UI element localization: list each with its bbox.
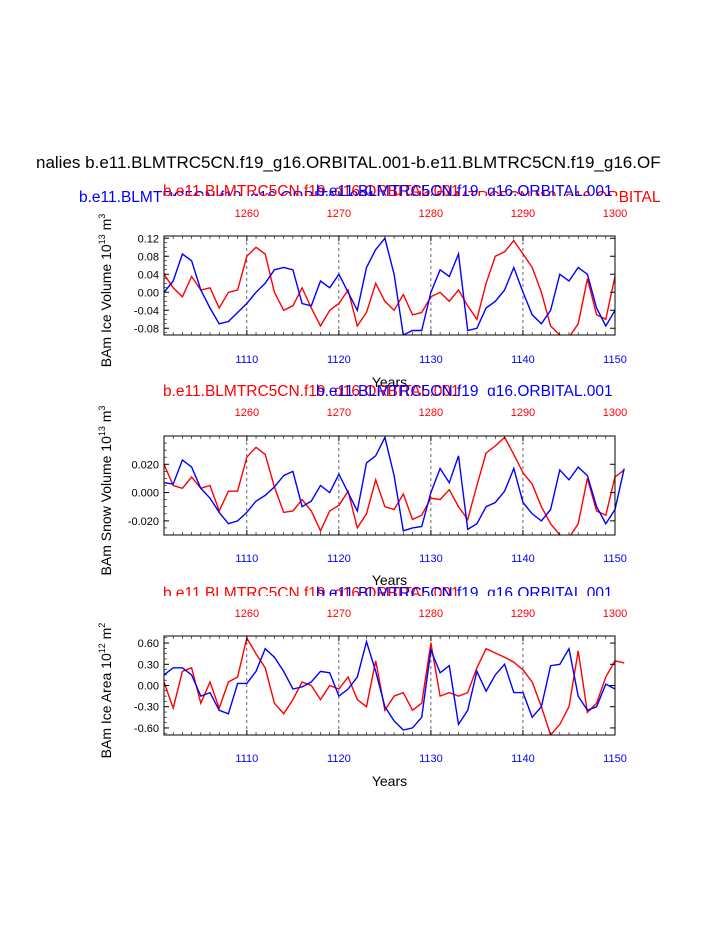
panel-0-xtick-label-bottom: 1110 <box>235 354 258 366</box>
panel-1-xtick-label-top: 1300 <box>603 407 627 419</box>
panel-0-clip-top <box>162 196 617 236</box>
ylabel-text: m <box>98 411 114 427</box>
panel-0-ytick-label: 0.08 <box>138 251 159 263</box>
panel-1-clip-top <box>162 396 617 436</box>
panel-0-xtick-label-top: 1300 <box>603 208 627 220</box>
panel-2-ytick-label: -0.30 <box>134 702 159 714</box>
panel-0-ytick-label: -0.04 <box>134 305 159 317</box>
ylabel-text: BAm Ice Volume 10 <box>98 244 114 367</box>
panel-1-series-blue-line <box>163 435 625 532</box>
figure-title-text: nalies b.e11.BLMTRC5CN.f19_g16.ORBITAL.0… <box>36 153 661 172</box>
panel-0-xtick-label-bottom: 1120 <box>327 354 351 366</box>
panel-1-ylabel: BAm Snow Volume 1013 m3 <box>97 406 114 576</box>
panel-2-clip-top <box>162 596 617 636</box>
panel-0-xlabel: Years <box>372 374 407 390</box>
ylabel-superscript: 12 <box>97 643 107 653</box>
panel-1-xtick-label-top: 1290 <box>511 407 535 419</box>
ylabel-superscript: 3 <box>97 406 107 411</box>
panel-1-ytick-label: 0.000 <box>131 488 159 500</box>
panel-2-xtick-label-top: 1300 <box>603 608 627 620</box>
panel-2-series-blue-line <box>163 639 616 731</box>
panel-2-xtick-label-top: 1280 <box>419 608 443 620</box>
panel-0-series-red-line <box>163 239 616 339</box>
panel-2-ytick-label: 0.30 <box>138 659 159 671</box>
panel-2-ytick-label: 0.60 <box>138 638 159 650</box>
panel-0-ylabel: BAm Ice Volume 1013 m3 <box>97 214 114 368</box>
panel-0-title-red: b.e11.BLMTRC5CN.f19_g16.ORBITAL.001 <box>163 183 460 200</box>
ylabel-superscript: 13 <box>97 426 107 436</box>
panel-1-xtick-label-bottom: 1110 <box>235 553 258 565</box>
panel-0-series-blue-line <box>163 236 616 337</box>
panel-0-ytick-label: 0.04 <box>138 269 159 281</box>
panel-1-xtick-label-bottom: 1140 <box>511 553 535 565</box>
panel-2-xtick-label-bottom: 1150 <box>603 753 627 765</box>
panel-2-ylabel: BAm Ice Area 1012 m2 <box>97 623 114 759</box>
panel-0-xtick-label-top: 1260 <box>235 208 259 220</box>
panel-1-xtick-label-bottom: 1130 <box>419 553 443 565</box>
ylabel-text: BAm Snow Volume 10 <box>98 436 114 576</box>
panel-2-xtick-label-bottom: 1110 <box>235 753 258 765</box>
panel-1-xtick-label-bottom: 1120 <box>327 553 351 565</box>
panel-2-xtick-label-bottom: 1120 <box>327 753 351 765</box>
panel-2-ytick-label: -0.60 <box>134 723 159 735</box>
panel-1-ytick-label: 0.020 <box>131 459 159 471</box>
panel-0-xtick-label-top: 1270 <box>327 208 351 220</box>
panel-0-xtick-label-top: 1290 <box>511 208 535 220</box>
panel-2-xtick-label-top: 1260 <box>235 608 259 620</box>
panel-2-clip-bottom <box>162 735 617 755</box>
ylabel-text: m <box>98 219 114 235</box>
ylabel-superscript: 3 <box>97 214 107 219</box>
panel-2-xtick-label-bottom: 1140 <box>511 753 535 765</box>
panel-1-title-blue: b.e11.BLMTRC5CN.f19_g16.ORBITAL.001 <box>316 383 613 400</box>
panel-0-xtick-label-top: 1280 <box>419 208 443 220</box>
panel-1-title-red: b.e11.BLMTRC5CN.f19_g16.ORBITAL.001 <box>163 383 460 400</box>
panel-2-xtick-label-top: 1270 <box>327 608 351 620</box>
ylabel-superscript: 2 <box>97 623 107 628</box>
ylabel-superscript: 13 <box>97 234 107 244</box>
panel-0-frame <box>163 235 616 336</box>
panel-2-ytick-label: 0.00 <box>138 681 159 693</box>
panel-0-clip-bottom <box>162 335 617 355</box>
ylabel-text: m <box>98 628 114 644</box>
panel-2-xtick-label-top: 1290 <box>511 608 535 620</box>
panel-1-clip-bottom <box>162 535 617 555</box>
panel-0-xtick-label-bottom: 1130 <box>419 354 443 366</box>
panel-0-ytick-label: 0.00 <box>138 287 159 299</box>
panel-1-xtick-label-top: 1280 <box>419 407 443 419</box>
panel-1-xlabel: Years <box>372 572 407 588</box>
panel-1-xtick-label-top: 1270 <box>327 407 351 419</box>
panel-0-ytick-label: -0.08 <box>134 323 159 335</box>
panel-1-xtick-label-bottom: 1150 <box>603 553 627 565</box>
panel-0-xtick-label-bottom: 1150 <box>603 354 627 366</box>
panel-1-xtick-label-top: 1260 <box>235 407 259 419</box>
panel-1-frame <box>163 435 616 536</box>
panel-0-ytick-label: 0.12 <box>138 233 159 245</box>
panel-2-series-red-line <box>163 636 625 737</box>
panel-2-xlabel: Years <box>372 773 407 789</box>
panel-0-xtick-label-bottom: 1140 <box>511 354 535 366</box>
figure-title: nalies b.e11.BLMTRC5CN.f19_g16.ORBITAL.0… <box>0 153 723 177</box>
panel-1-series-red-line <box>163 436 625 539</box>
panel-0-title-blue: b.e11.BLMTRC5CN.f19_g16.ORBITAL.001 <box>316 183 613 200</box>
panel-2-frame <box>163 635 616 736</box>
panel-2-xtick-label-bottom: 1130 <box>419 753 443 765</box>
ylabel-text: BAm Ice Area 10 <box>98 653 114 758</box>
panel-1-ytick-label: -0.020 <box>128 516 159 528</box>
